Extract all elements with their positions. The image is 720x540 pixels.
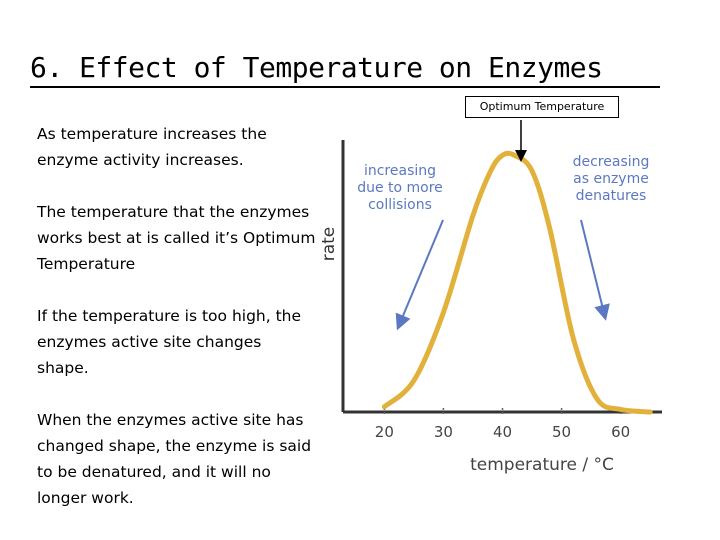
annotation-line: decreasing bbox=[573, 154, 650, 170]
enzyme-rate-chart: 20 30 40 50 60 increasing due to more collisio… bbox=[319, 120, 662, 475]
y-axis-label: rate bbox=[319, 227, 339, 262]
x-tick-label: 30 bbox=[434, 423, 453, 441]
annotation-decreasing: decreasing as enzyme denatures bbox=[573, 154, 650, 204]
annotation-line: denatures bbox=[576, 188, 647, 204]
x-tick-label: 40 bbox=[493, 423, 512, 441]
decreasing-arrow bbox=[580, 219, 610, 321]
annotation-line: as enzyme bbox=[573, 171, 649, 187]
optimum-temperature-callout: Optimum Temperature bbox=[465, 96, 619, 118]
x-axis-label: temperature / °C bbox=[470, 455, 614, 475]
x-tick-label: 60 bbox=[611, 423, 630, 441]
x-tick-label: 50 bbox=[552, 423, 571, 441]
increasing-arrow bbox=[395, 219, 444, 331]
annotation-line: collisions bbox=[368, 197, 432, 213]
annotation-line: increasing bbox=[364, 163, 436, 179]
x-tick-label: 20 bbox=[375, 423, 394, 441]
slide-title: 6. Effect of Temperature on Enzymes bbox=[30, 50, 660, 88]
paragraph-activity-increase: As temperature increases the enzyme acti… bbox=[37, 125, 267, 169]
paragraph-optimum-temperature: The temperature that the enzymes works b… bbox=[37, 203, 316, 273]
paragraph-too-high: If the temperature is too high, the enzy… bbox=[37, 307, 302, 377]
annotation-increasing: increasing due to more collisions bbox=[357, 163, 443, 213]
paragraph-denatured: When the enzymes active site has changed… bbox=[37, 411, 312, 507]
annotation-line: due to more bbox=[357, 180, 443, 196]
